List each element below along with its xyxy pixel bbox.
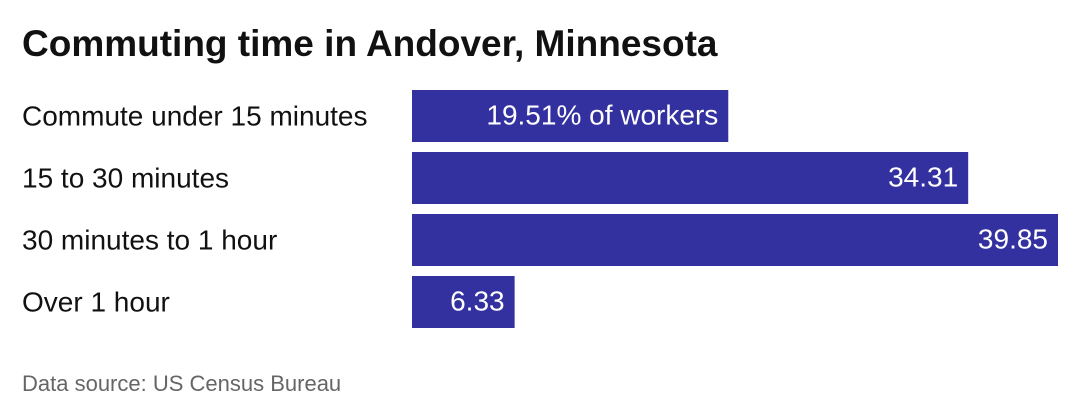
category-label: Commute under 15 minutes xyxy=(22,100,368,131)
source-note: Data source: US Census Bureau xyxy=(22,371,341,396)
value-label: 6.33 xyxy=(450,285,505,316)
value-label: 39.85 xyxy=(978,223,1048,254)
category-label: Over 1 hour xyxy=(22,286,170,317)
value-label: 19.51% of workers xyxy=(486,99,718,130)
value-label: 34.31 xyxy=(888,161,958,192)
bar xyxy=(412,214,1058,266)
category-label: 15 to 30 minutes xyxy=(22,162,229,193)
bar xyxy=(412,152,969,204)
bar xyxy=(412,276,515,328)
chart-title: Commuting time in Andover, Minnesota xyxy=(22,23,718,64)
bar xyxy=(412,90,729,142)
category-label: 30 minutes to 1 hour xyxy=(22,224,277,255)
